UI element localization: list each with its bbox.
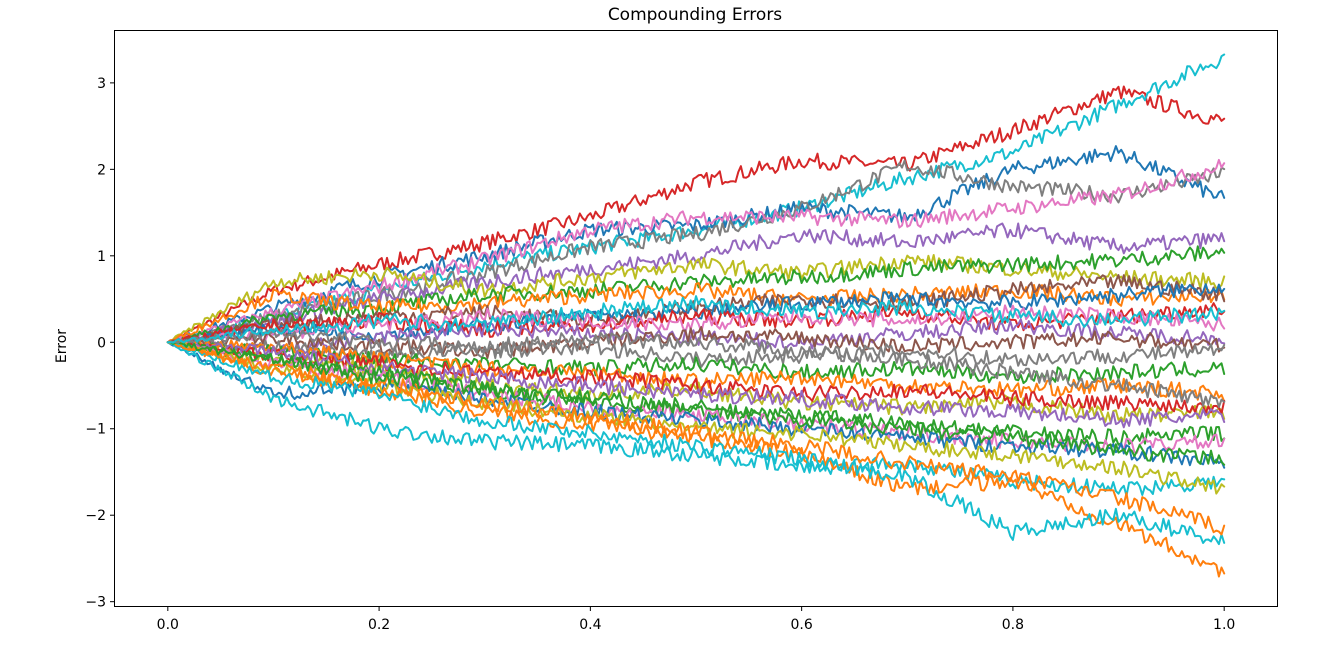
series-line-12	[166, 302, 1226, 344]
series-line-18	[166, 339, 1226, 403]
series-line-2	[166, 53, 1226, 344]
series-line-28	[166, 341, 1226, 546]
series-layer	[166, 53, 1226, 578]
y-axis-label: Error	[54, 329, 70, 363]
x-axis: 0.0 0.2 0.4 0.6 0.8 1.0	[157, 606, 1235, 633]
series-line-5	[166, 158, 1226, 344]
plot-frame	[114, 30, 1278, 607]
y-tick-label: 2	[97, 162, 106, 178]
y-tick-label: 1	[97, 249, 106, 265]
y-axis: −3 −2 −1 0 1 2 3	[85, 76, 115, 611]
series-line-25	[166, 341, 1226, 497]
series-line-10	[166, 274, 1226, 344]
series-line-32	[166, 295, 1226, 344]
y-tick-label: −1	[85, 422, 106, 438]
y-tick-label: 3	[97, 76, 106, 92]
x-tick-label: 0.6	[791, 617, 813, 633]
y-tick-label: −3	[85, 595, 106, 611]
y-tick-label: 0	[97, 335, 106, 351]
series-line-26	[166, 341, 1226, 495]
series-line-29	[166, 341, 1226, 536]
series-line-15	[166, 326, 1226, 359]
x-tick-label: 0.2	[368, 617, 390, 633]
chart-title: Compounding Errors	[608, 5, 782, 25]
series-line-8	[166, 245, 1226, 344]
series-line-30	[166, 341, 1226, 466]
x-tick-label: 0.8	[1002, 617, 1024, 633]
x-tick-label: 1.0	[1213, 617, 1235, 633]
x-tick-label: 0.0	[157, 617, 179, 633]
series-line-31	[166, 328, 1226, 408]
series-line-9	[166, 282, 1226, 344]
series-line-24	[166, 341, 1226, 469]
x-tick-label: 0.4	[579, 617, 601, 633]
series-line-21	[166, 341, 1226, 429]
series-line-3	[166, 145, 1226, 344]
series-line-1	[166, 85, 1226, 344]
y-tick-label: −2	[85, 508, 106, 524]
